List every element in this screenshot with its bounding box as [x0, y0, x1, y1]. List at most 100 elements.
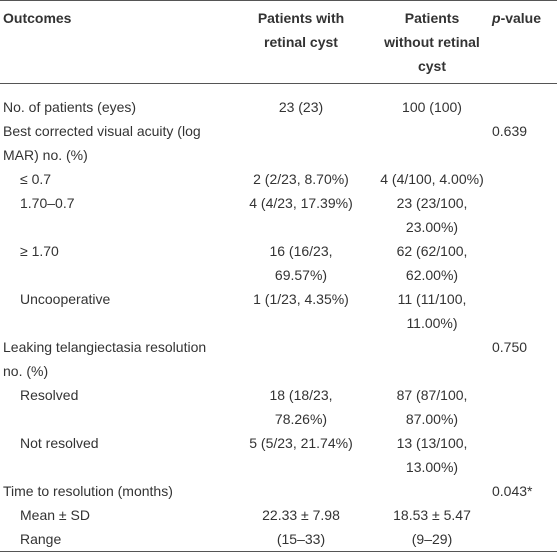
cell-text: 23 (23): [278, 99, 324, 115]
cell-text: Resolved: [20, 387, 79, 403]
cell-line: (15–33): [226, 527, 376, 551]
cell-text: 62.00%): [405, 267, 459, 283]
table-cell: Mean ± SD: [0, 503, 226, 527]
table-cell: [488, 527, 557, 552]
cell-line: cyst: [376, 54, 488, 78]
cell-text: 11 (11/100,: [397, 291, 467, 307]
table-cell: Not resolved: [0, 431, 226, 479]
cell-text: 4 (4/100, 4.00%): [380, 171, 484, 187]
cell-line: Time to resolution (months): [3, 479, 226, 503]
cell-line: 23 (23/100,: [376, 191, 488, 215]
table-cell: 62 (62/100, 62.00%): [376, 239, 488, 287]
cell-text: 0.043*: [492, 483, 533, 499]
table-cell: 16 (16/23, 69.57%): [226, 239, 376, 287]
cell-line: p-value: [492, 6, 557, 30]
table-row: No. of patients (eyes) 23 (23) 100 (100): [0, 84, 557, 120]
cell-text: p-value: [492, 10, 542, 26]
cell-line: 13 (13/100,: [376, 431, 488, 455]
cell-line: 23.00%): [376, 215, 488, 239]
header-cell: Outcomes: [0, 1, 226, 84]
table-cell: Leaking telangiectasia resolution no. (%): [0, 335, 226, 383]
cell-line: 4 (4/100, 4.00%): [376, 167, 488, 191]
table-cell: Time to resolution (months): [0, 479, 226, 503]
cell-text: 78.26%): [274, 411, 328, 427]
table-cell: [226, 479, 376, 503]
cell-line: Range: [20, 527, 226, 551]
table-cell: Uncooperative: [0, 287, 226, 335]
cell-line: 0.750: [492, 335, 557, 359]
cell-text: 16 (16/23,: [269, 243, 333, 259]
table-cell: [376, 335, 488, 383]
cell-text: ≥ 1.70: [20, 243, 59, 259]
cell-line: ≤ 0.7: [20, 167, 226, 191]
cell-line: 1.70–0.7: [20, 191, 226, 215]
table-header: Outcomes Patients with retinal cyst Patient…: [0, 0, 557, 84]
table-cell: 4 (4/23, 17.39%): [226, 191, 376, 239]
cell-text: ≤ 0.7: [20, 171, 52, 187]
table-cell: 22.33 ± 7.98: [226, 503, 376, 527]
cell-text: 69.57%): [274, 267, 328, 283]
table-cell: 0.750: [488, 335, 557, 383]
table-cell: 4 (4/100, 4.00%): [376, 167, 488, 191]
table-cell: 23 (23/100, 23.00%): [376, 191, 488, 239]
cell-text: Uncooperative: [20, 291, 111, 307]
cell-text: 23 (23/100,: [396, 195, 468, 211]
table-cell: 13 (13/100, 13.00%): [376, 431, 488, 479]
cell-line: Best corrected visual acuity (log: [3, 119, 226, 143]
cell-text: Outcomes: [3, 10, 72, 26]
table-cell: [488, 167, 557, 191]
cell-line: ≥ 1.70: [20, 239, 226, 263]
cell-line: 4 (4/23, 17.39%): [226, 191, 376, 215]
cell-text: 4 (4/23, 17.39%): [249, 195, 353, 211]
table-row: Range (15–33) (9–29): [0, 527, 557, 552]
header-cell: Patients without retinal cyst: [376, 1, 488, 84]
cell-line: 78.26%): [226, 407, 376, 431]
cell-text: 100 (100): [402, 99, 462, 115]
table-cell: 100 (100): [376, 84, 488, 120]
cell-text: 87.00%): [405, 411, 459, 427]
table-row: Resolved 18 (18/23, 78.26%) 87 (87/100, 87.0…: [0, 383, 557, 431]
cell-line: Outcomes: [3, 6, 226, 30]
cell-line: 16 (16/23,: [226, 239, 376, 263]
table-cell: 0.639: [488, 119, 557, 167]
cell-text: 5 (5/23, 21.74%): [249, 435, 353, 451]
cell-text: 13 (13/100,: [396, 435, 468, 451]
table-cell: 5 (5/23, 21.74%): [226, 431, 376, 479]
header-row: Outcomes Patients with retinal cyst Patient…: [0, 0, 557, 84]
cell-line: Leaking telangiectasia resolution: [3, 335, 226, 359]
cell-line: 23 (23): [226, 95, 376, 119]
cell-line: 62 (62/100,: [376, 239, 488, 263]
table-cell: Resolved: [0, 383, 226, 431]
table-cell: ≤ 0.7: [0, 167, 226, 191]
table-cell: 23 (23): [226, 84, 376, 120]
table-cell: [488, 191, 557, 239]
cell-line: Patients with: [226, 6, 376, 30]
table-body: No. of patients (eyes) 23 (23) 100 (100) Be…: [0, 84, 557, 552]
table-cell: [376, 479, 488, 503]
cell-line: 13.00%): [376, 455, 488, 479]
cell-text: Mean ± SD: [20, 507, 90, 523]
table-row: Time to resolution (months) 0.043*: [0, 479, 557, 503]
cell-line: 1 (1/23, 4.35%): [226, 287, 376, 311]
header-cell: Patients with retinal cyst: [226, 1, 376, 84]
table-cell: ≥ 1.70: [0, 239, 226, 287]
table-cell: Best corrected visual acuity (log MAR) no…: [0, 119, 226, 167]
cell-line: Patients: [376, 6, 488, 30]
cell-text: Patients with: [257, 10, 345, 26]
table-cell: 18.53 ± 5.47: [376, 503, 488, 527]
table-cell: 11 (11/100, 11.00%): [376, 287, 488, 335]
cell-line: Uncooperative: [20, 287, 226, 311]
cell-text: 0.750: [492, 339, 528, 355]
table-row: Uncooperative 1 (1/23, 4.35%) 11 (11/100, 1…: [0, 287, 557, 335]
table-cell: No. of patients (eyes): [0, 84, 226, 120]
cell-text: retinal cyst: [264, 34, 338, 50]
table-cell: 0.043*: [488, 479, 557, 503]
cell-text: 0.639: [492, 123, 528, 139]
table-cell: [488, 503, 557, 527]
table-cell: 87 (87/100, 87.00%): [376, 383, 488, 431]
cell-text: 18 (18/23,: [269, 387, 333, 403]
cell-line: 62.00%): [376, 263, 488, 287]
cell-text: MAR) no. (%): [3, 147, 88, 163]
